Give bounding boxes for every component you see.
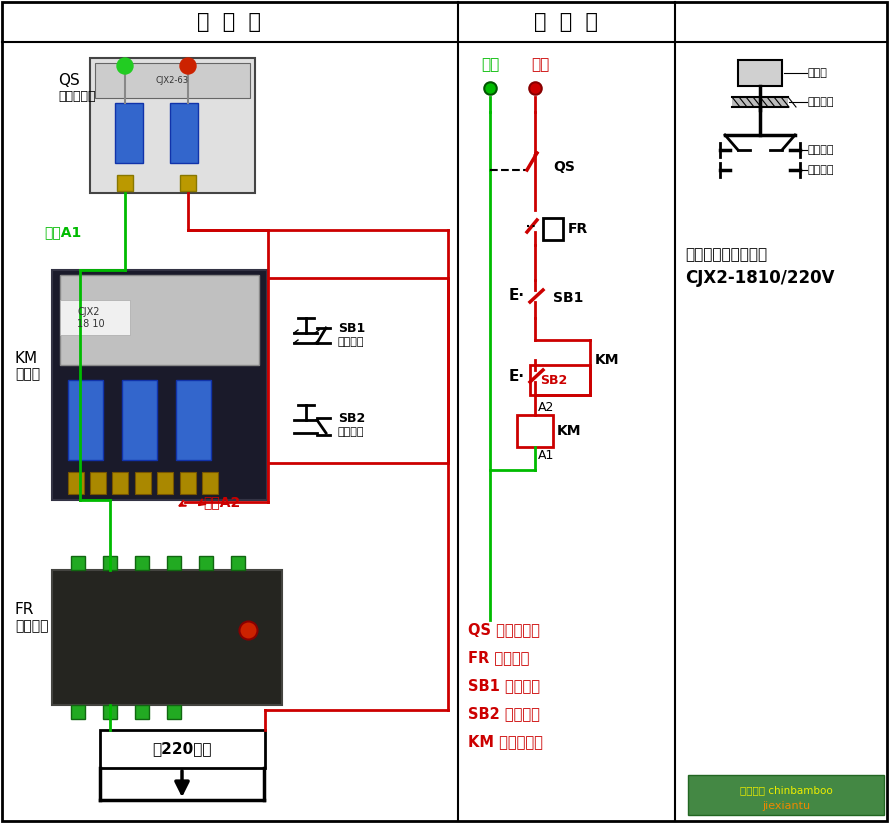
Text: SB2 启动按钮: SB2 启动按钮 <box>468 706 540 722</box>
Text: 复位弹簧: 复位弹簧 <box>808 97 835 107</box>
Bar <box>199 556 213 570</box>
Text: 常开触头: 常开触头 <box>808 165 835 175</box>
Circle shape <box>117 58 133 74</box>
Text: 线圈A2: 线圈A2 <box>203 495 240 509</box>
Bar <box>52 270 267 500</box>
Text: KM 交流接触器: KM 交流接触器 <box>468 734 543 750</box>
Bar <box>180 175 196 191</box>
Bar <box>60 300 130 335</box>
Text: 实  物  图: 实 物 图 <box>197 12 261 32</box>
Text: 按钮帽: 按钮帽 <box>808 68 828 78</box>
Bar <box>543 218 563 240</box>
Bar <box>68 380 103 460</box>
Bar <box>268 278 448 463</box>
Text: QS: QS <box>553 160 575 174</box>
Bar <box>167 705 181 719</box>
Bar <box>738 60 782 86</box>
Text: 原  理  图: 原 理 图 <box>534 12 598 32</box>
Bar <box>122 380 157 460</box>
Bar <box>117 175 133 191</box>
Bar <box>202 472 218 494</box>
Bar <box>135 472 151 494</box>
Text: 火线: 火线 <box>531 58 549 72</box>
Text: QS 空气断路器: QS 空气断路器 <box>468 622 540 638</box>
Bar <box>68 472 84 494</box>
Bar <box>517 415 553 447</box>
Bar <box>95 63 250 98</box>
Text: 注：交流接触器选用: 注：交流接触器选用 <box>685 248 767 263</box>
Bar <box>135 556 149 570</box>
Bar <box>90 472 106 494</box>
Bar <box>103 705 117 719</box>
Bar <box>100 730 265 768</box>
Text: 接触器: 接触器 <box>15 367 40 381</box>
Text: 零线: 零线 <box>481 58 499 72</box>
Text: 线圈A1: 线圈A1 <box>44 225 81 239</box>
Text: 空气断路器: 空气断路器 <box>58 90 95 103</box>
Circle shape <box>180 58 196 74</box>
Bar <box>71 556 85 570</box>
Bar <box>103 556 117 570</box>
Bar <box>176 380 211 460</box>
Text: E·: E· <box>509 369 525 384</box>
Text: FR 热继电器: FR 热继电器 <box>468 650 529 666</box>
Text: 百度知道 chinbamboo: 百度知道 chinbamboo <box>740 785 832 795</box>
Bar <box>231 556 245 570</box>
Text: CJX2: CJX2 <box>77 307 100 317</box>
Text: 停止按钮: 停止按钮 <box>338 337 364 347</box>
Bar <box>530 365 590 395</box>
Bar <box>688 775 884 815</box>
Text: SB2: SB2 <box>338 412 365 425</box>
Text: 接220电机: 接220电机 <box>152 742 212 756</box>
Text: SB1: SB1 <box>338 322 365 334</box>
Text: CJX2-1810/220V: CJX2-1810/220V <box>685 269 835 287</box>
Bar <box>112 472 128 494</box>
Bar <box>90 58 255 193</box>
Text: CJX2-63: CJX2-63 <box>156 76 188 85</box>
Text: 常闭触头: 常闭触头 <box>808 145 835 155</box>
Text: E·: E· <box>509 289 525 304</box>
Bar <box>71 705 85 719</box>
Text: KM: KM <box>15 351 38 365</box>
Bar <box>180 472 196 494</box>
Text: SB1 停止按钮: SB1 停止按钮 <box>468 678 540 694</box>
Bar <box>60 275 259 365</box>
Bar <box>135 705 149 719</box>
Bar <box>167 556 181 570</box>
Text: SB1: SB1 <box>553 291 583 305</box>
Bar <box>170 103 198 163</box>
Text: 热继电器: 热继电器 <box>15 619 49 633</box>
Text: A1: A1 <box>538 449 555 462</box>
Text: jiexiantu: jiexiantu <box>762 801 810 811</box>
Bar <box>157 472 173 494</box>
Text: QS: QS <box>58 72 80 87</box>
Text: KM: KM <box>595 353 620 367</box>
Text: 启动按钮: 启动按钮 <box>338 427 364 437</box>
Bar <box>115 103 143 163</box>
Text: FR: FR <box>568 222 589 236</box>
Text: 18 10: 18 10 <box>77 319 105 329</box>
Bar <box>52 570 282 705</box>
Text: FR: FR <box>15 602 35 617</box>
Text: A2: A2 <box>538 401 555 413</box>
Text: KM: KM <box>557 424 581 438</box>
Text: SB2: SB2 <box>540 374 567 387</box>
